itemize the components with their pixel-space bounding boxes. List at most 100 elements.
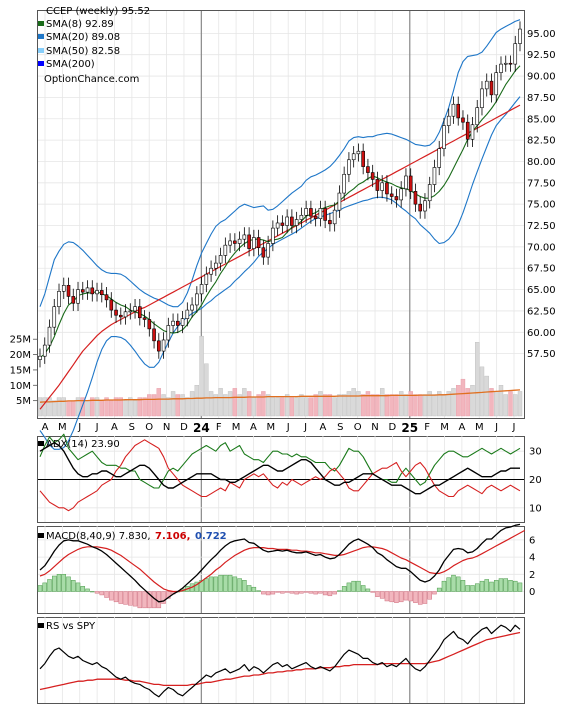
macd-histogram-bar <box>52 575 57 592</box>
volume-bar <box>403 394 409 417</box>
adx-minus-di-line <box>39 439 521 512</box>
candle-body <box>408 175 413 192</box>
month-label-24: A <box>458 422 465 433</box>
candle-body <box>470 124 475 140</box>
macd-histogram-bar <box>61 574 67 592</box>
volume-bar <box>170 391 176 417</box>
candle-body <box>195 293 199 306</box>
candle-body <box>484 80 489 90</box>
volume-bar <box>166 397 171 417</box>
price-tick-9: 72.50 <box>527 221 556 232</box>
price-tick-4: 85.00 <box>527 114 556 125</box>
macd-tick-3: 0 <box>529 587 535 598</box>
macd-tick-2: 2 <box>529 570 535 581</box>
macd-histogram-bar <box>118 591 124 604</box>
candle-body <box>190 304 194 311</box>
volume-bar <box>451 388 456 417</box>
macd-histogram-bar <box>37 585 43 592</box>
candle-body <box>76 289 80 304</box>
macd-histogram-bar <box>289 591 295 594</box>
candle-body <box>489 80 494 96</box>
macd-histogram-bar <box>474 583 480 592</box>
candle-body <box>332 209 337 225</box>
volume-bar <box>303 397 309 417</box>
candle-body <box>109 299 114 311</box>
volume-bar <box>417 394 423 417</box>
macd-tick-0: 6 <box>529 535 535 546</box>
macd-histogram-bar <box>408 591 413 602</box>
macd-histogram-bar <box>237 578 242 592</box>
month-label-9: 24 <box>193 421 210 435</box>
volume-bar <box>204 363 209 417</box>
macd-histogram-bar <box>493 580 499 592</box>
macd-histogram-bar <box>227 574 233 592</box>
macd-histogram-bar <box>318 591 323 594</box>
macd-histogram-bar <box>384 591 390 602</box>
volume-bar <box>365 391 371 417</box>
macd-histogram-bar <box>80 586 86 592</box>
candle-body <box>432 167 437 185</box>
candle-body <box>465 121 470 140</box>
legend-swatch-sma200 <box>38 61 44 66</box>
sma50-line <box>39 104 521 410</box>
volume-bar <box>322 394 328 417</box>
macd-histogram-bar <box>375 591 380 597</box>
rs-panel-frame <box>37 617 525 704</box>
volume-bar <box>313 394 318 417</box>
volume-bars <box>37 335 523 417</box>
month-label-25: M <box>475 422 484 433</box>
candle-body <box>242 234 247 240</box>
volume-bar <box>408 391 413 417</box>
candle-body <box>404 175 408 190</box>
macd-histogram-bar <box>194 581 200 592</box>
macd-histogram-bar <box>517 582 523 592</box>
volume-bar <box>375 394 380 417</box>
macd-histogram-bar <box>299 591 304 594</box>
volume-bar <box>147 394 152 417</box>
sma8-line <box>39 65 521 359</box>
macd-histogram-bar <box>446 577 451 592</box>
volume-bar <box>332 397 337 417</box>
candle-body <box>375 179 380 191</box>
candle-body <box>218 255 223 264</box>
candle-body <box>456 103 461 119</box>
candle-body <box>413 191 418 205</box>
volume-bar <box>503 394 508 417</box>
macd-histogram-bar <box>360 585 366 592</box>
volume-bar <box>71 400 76 417</box>
month-label-27: J <box>512 422 516 433</box>
volume-bar <box>199 335 204 417</box>
candle-body <box>418 203 422 212</box>
legend-swatch-sma20 <box>38 34 44 39</box>
price-tick-8: 75.00 <box>527 200 556 211</box>
macd-histogram-bar <box>489 581 494 592</box>
candle-body <box>171 320 175 326</box>
candle-body <box>123 311 128 318</box>
month-label-6: O <box>145 422 153 433</box>
watermark: OptionChance.com <box>44 74 139 85</box>
volume-bar <box>441 394 447 417</box>
candle-body <box>166 325 171 341</box>
adx-title: ADX(14) 23.90 <box>46 439 120 450</box>
candle-body <box>280 222 285 226</box>
candle-body <box>233 240 237 244</box>
macd-histogram-bar <box>204 578 209 592</box>
month-label-10: F <box>216 422 222 433</box>
volume-bar <box>289 397 295 417</box>
candle-body <box>118 314 123 318</box>
adx-plus-di-line <box>39 433 521 489</box>
volume-bar <box>465 388 470 417</box>
volume-bar <box>246 391 252 417</box>
month-label-5: S <box>129 422 135 433</box>
volume-bar <box>113 397 119 417</box>
macd-histogram-bar <box>256 590 261 592</box>
candle-body <box>99 290 104 296</box>
volume-bar <box>456 385 461 417</box>
volume-bar <box>484 375 489 417</box>
price-tick-1: 92.50 <box>527 50 556 61</box>
macd-histogram-bar <box>389 591 394 603</box>
price-grid <box>38 32 524 355</box>
candle-body <box>228 240 232 246</box>
macd-histogram-bar <box>512 580 518 592</box>
macd-histogram-bar <box>75 582 81 592</box>
